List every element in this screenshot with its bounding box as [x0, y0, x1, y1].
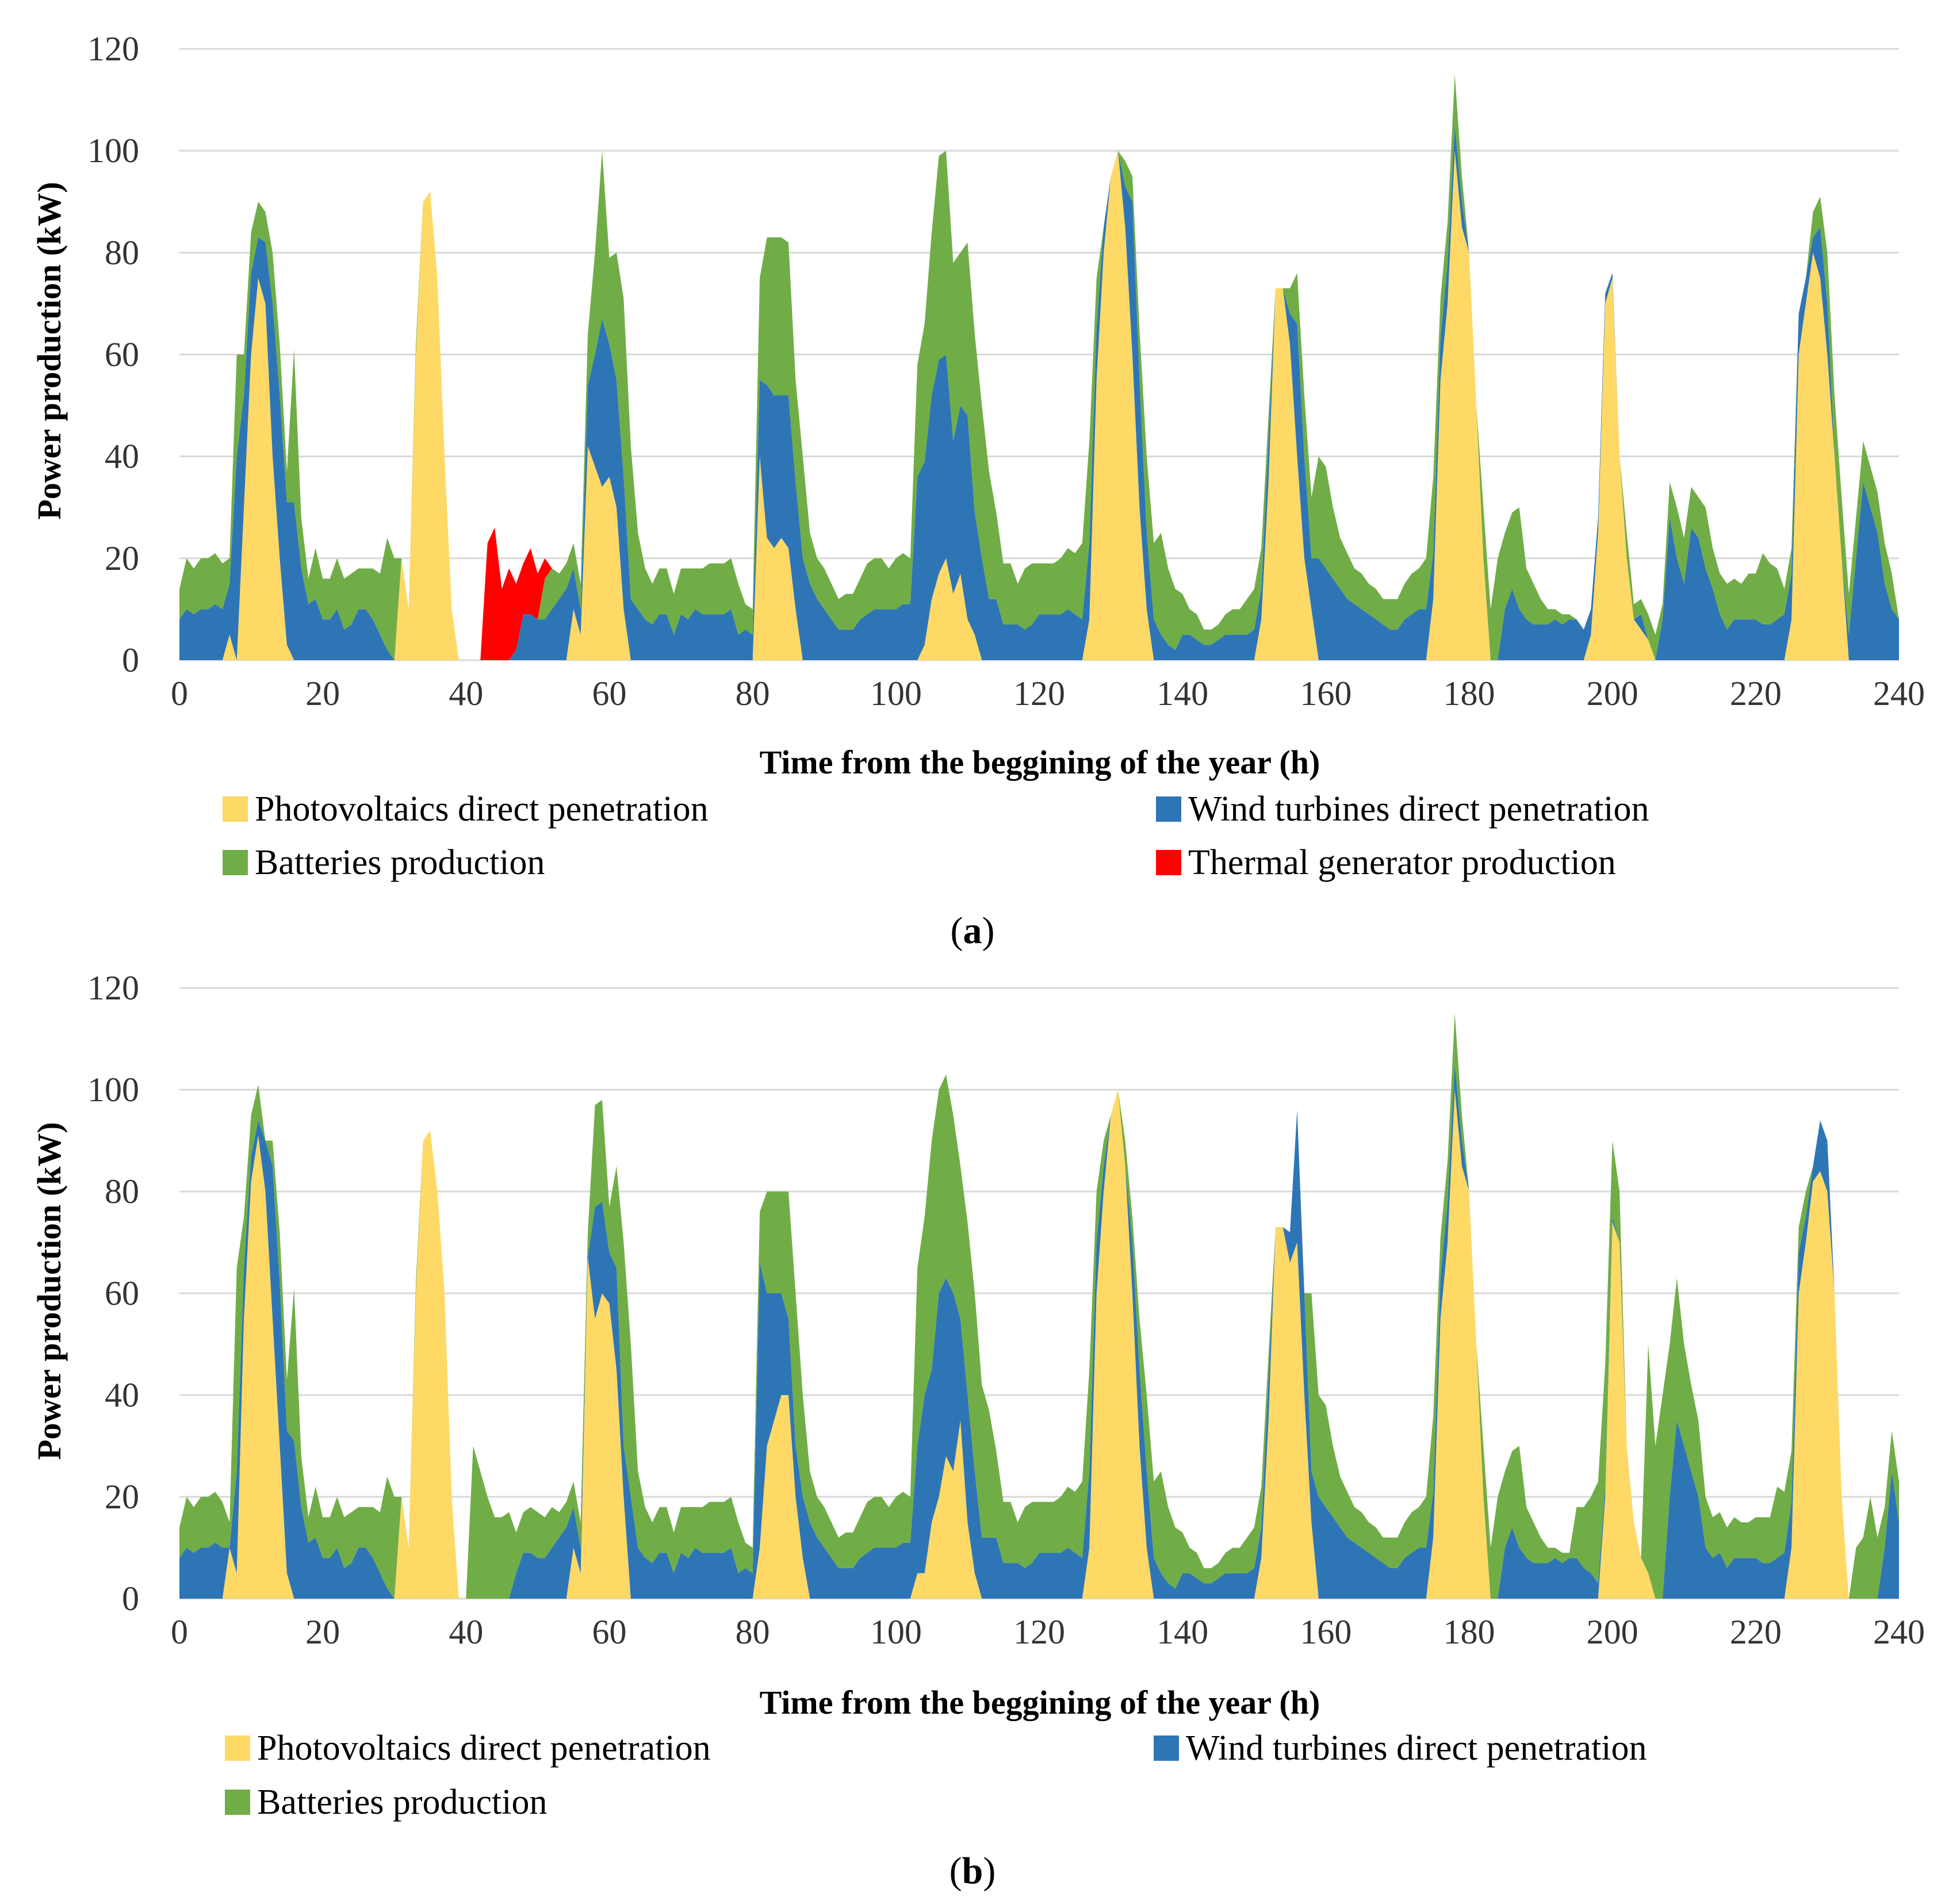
x-tick-label-20: 20	[305, 675, 340, 712]
y-tick-label-40: 40	[105, 438, 139, 476]
y-axis-ticks: 0 20 40 60 80 100 120	[87, 30, 139, 679]
legend-label-wind: Wind turbines direct penetration	[1186, 1729, 1647, 1768]
y-tick-label-120: 120	[87, 30, 139, 68]
y-tick-label-60: 60	[105, 336, 139, 374]
x-tick-label-220: 220	[1730, 1613, 1782, 1651]
y-tick-label-120: 120	[87, 969, 139, 1007]
chart-panel-b: 0 20 40 60 80 100 120 0 20 40 60 80 100 120 140 160 180…	[30, 969, 1925, 1892]
legend-label-wind: Wind turbines direct penetration	[1188, 790, 1649, 829]
x-tick-label-120: 120	[1013, 675, 1065, 712]
y-tick-label-40: 40	[105, 1376, 139, 1414]
stacked-areas	[179, 74, 1899, 661]
panel-label-a: (a)	[951, 910, 995, 952]
x-tick-label-180: 180	[1444, 675, 1495, 712]
y-tick-label-100: 100	[87, 1071, 139, 1109]
legend: Photovoltaics direct penetration Wind tu…	[225, 1729, 1647, 1822]
legend-label-pv: Photovoltaics direct penetration	[257, 1729, 711, 1768]
y-tick-label-20: 20	[105, 1478, 139, 1516]
x-tick-label-100: 100	[870, 1613, 922, 1651]
area-series-pv	[179, 151, 1899, 660]
x-tick-label-100: 100	[870, 675, 922, 712]
x-tick-label-80: 80	[736, 1613, 770, 1651]
x-tick-label-220: 220	[1730, 675, 1782, 712]
y-tick-label-100: 100	[87, 132, 139, 170]
legend-swatch-wind	[1156, 796, 1181, 822]
x-tick-label-240: 240	[1873, 675, 1925, 712]
x-tick-label-0: 0	[171, 1613, 188, 1651]
x-tick-label-240: 240	[1873, 1613, 1925, 1651]
legend: Photovoltaics direct penetration Wind tu…	[223, 790, 1649, 882]
x-tick-label-180: 180	[1444, 1613, 1495, 1651]
x-tick-label-120: 120	[1013, 1613, 1065, 1651]
x-tick-label-80: 80	[736, 675, 770, 712]
y-tick-label-80: 80	[105, 233, 139, 271]
x-axis-title: Time from the beggining of the year (h)	[760, 1684, 1320, 1721]
legend-label-thermal: Thermal generator production	[1188, 843, 1616, 882]
legend-swatch-wind	[1154, 1736, 1179, 1761]
x-tick-label-200: 200	[1587, 1613, 1638, 1651]
x-tick-label-200: 200	[1587, 675, 1638, 712]
x-tick-label-0: 0	[171, 675, 188, 712]
x-axis-title: Time from the beggining of the year (h)	[760, 744, 1320, 781]
chart-panel-a: 0 20 40 60 80 100 120 0 20 40 60 80 100 120 140 160 180…	[30, 30, 1925, 952]
legend-swatch-pv	[225, 1736, 250, 1761]
y-tick-label-80: 80	[105, 1173, 139, 1210]
legend-swatch-batt	[223, 850, 248, 875]
x-tick-label-160: 160	[1300, 675, 1351, 712]
x-axis-ticks: 0 20 40 60 80 100 120 140 160 180 200 220 240	[171, 1613, 1925, 1651]
y-axis-title: Power production (kW)	[30, 1122, 68, 1460]
y-tick-label-0: 0	[122, 1580, 139, 1618]
x-tick-label-20: 20	[305, 1613, 340, 1651]
y-axis-title: Power production (kW)	[30, 182, 68, 520]
x-tick-label-40: 40	[449, 675, 483, 712]
y-axis-ticks: 0 20 40 60 80 100 120	[87, 969, 139, 1618]
legend-swatch-pv	[223, 796, 248, 822]
y-tick-label-0: 0	[122, 641, 139, 679]
x-tick-label-40: 40	[449, 1613, 483, 1651]
area-series-batt	[179, 1013, 1899, 1599]
x-tick-label-60: 60	[592, 1613, 627, 1651]
x-tick-label-140: 140	[1157, 1613, 1208, 1651]
legend-swatch-thermal	[1156, 850, 1181, 875]
x-tick-label-140: 140	[1157, 675, 1208, 712]
stacked-areas	[179, 1013, 1899, 1599]
area-series-pv	[179, 1090, 1899, 1599]
gridlines	[179, 48, 1899, 661]
y-tick-label-20: 20	[105, 539, 139, 577]
x-tick-label-60: 60	[592, 675, 627, 712]
y-tick-label-60: 60	[105, 1274, 139, 1312]
x-tick-label-160: 160	[1300, 1613, 1351, 1651]
legend-label-pv: Photovoltaics direct penetration	[255, 790, 709, 829]
legend-label-batt: Batteries production	[255, 843, 545, 882]
area-series-batt	[179, 74, 1899, 661]
legend-label-batt: Batteries production	[257, 1783, 547, 1822]
panel-label-b: (b)	[949, 1850, 996, 1892]
x-axis-ticks: 0 20 40 60 80 100 120 140 160 180 200 220 240	[171, 675, 1925, 712]
legend-swatch-batt	[225, 1790, 250, 1815]
